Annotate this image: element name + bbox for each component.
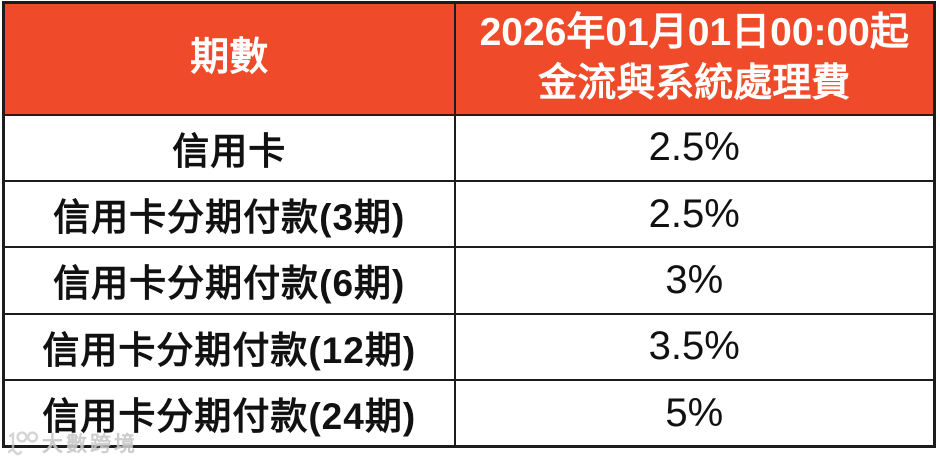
table-row: 信用卡 2.5% [2,113,936,182]
table-row: 信用卡分期付款(12期) 3.5% [2,312,936,382]
row-label: 信用卡 [2,113,456,182]
row-value: 3% [453,246,936,315]
header-periods-label: 期數 [190,36,269,80]
row-label: 信用卡分期付款(3期) [2,179,456,249]
header-fee-title-line: 金流與系統處理費 [538,61,851,105]
header-cell-fee: 2026年01月01日00:00起 金流與系統處理費 [453,1,936,116]
header-row: 期數 2026年01月01日00:00起 金流與系統處理費 [2,1,936,116]
fee-table: 期數 2026年01月01日00:00起 金流與系統處理費 信用卡 2.5% 信… [2,1,936,448]
row-value: 2.5% [453,113,936,182]
row-label: 信用卡分期付款(24期) [2,379,456,448]
row-value: 3.5% [453,312,936,382]
table-row: 信用卡分期付款(3期) 2.5% [2,179,936,249]
row-value: 5% [453,379,936,448]
table-row: 信用卡分期付款(6期) 3% [2,246,936,315]
fee-table-body: 信用卡 2.5% 信用卡分期付款(3期) 2.5% 信用卡分期付款(6期) 3%… [2,113,936,448]
table-row: 信用卡分期付款(24期) 5% [2,379,936,448]
fee-table-header: 期數 2026年01月01日00:00起 金流與系統處理費 [2,1,936,116]
header-cell-periods: 期數 [2,1,456,116]
row-value: 2.5% [453,179,936,249]
row-label: 信用卡分期付款(6期) [2,246,456,315]
header-fee-date-line: 2026年01月01日00:00起 [479,11,909,55]
row-label: 信用卡分期付款(12期) [2,312,456,382]
